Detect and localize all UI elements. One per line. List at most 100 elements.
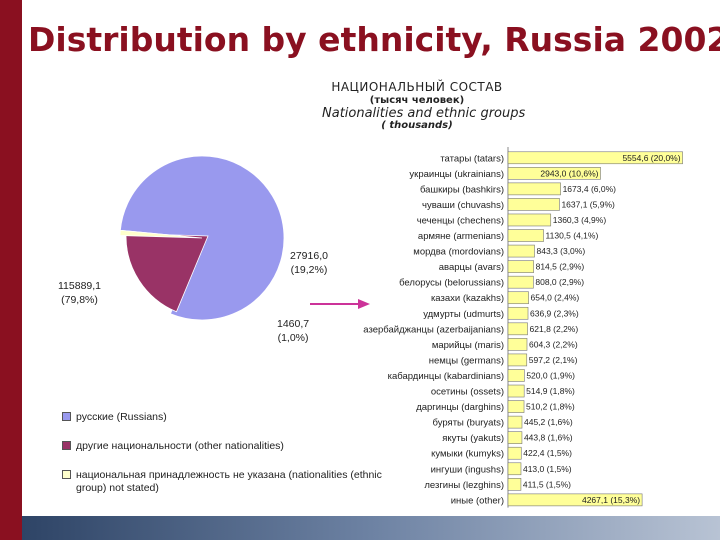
bar-category-label-18: якуты (yakuts) (442, 433, 504, 444)
bar-value-label-7: 814,5 (2,9%) (536, 262, 585, 272)
bar-7 (507, 260, 534, 273)
legend-swatch-other (62, 441, 71, 450)
pie-label-not-stated: 1460,7 (1,0%) (277, 317, 309, 345)
pie-percent-russians: (79,8%) (61, 294, 98, 306)
legend-item-not-stated: национальная принадлежность не указана (… (62, 469, 392, 495)
pie-label-russians: 115889,1 (79,8%) (58, 279, 101, 307)
bar-category-label-1: украинцы (ukrainians) (409, 169, 504, 180)
bar-value-label-21: 411,5 (1,5%) (523, 479, 571, 489)
bar-value-label-5: 1130,5 (4,1%) (546, 231, 599, 241)
legend-label-not-stated: национальная принадлежность не указана (… (76, 469, 382, 494)
bar-value-label-19: 422,4 (1,5%) (523, 448, 572, 458)
bar-category-label-7: аварцы (avars) (439, 262, 504, 273)
bar-9 (507, 291, 529, 305)
left-accent-bar (0, 0, 22, 540)
bottom-gradient-bar (22, 516, 720, 540)
bar-category-label-16: даргинцы (darghins) (416, 402, 504, 413)
bar-category-label-2: башкиры (bashkirs) (420, 184, 504, 195)
bar-value-label-4: 1360,3 (4,9%) (553, 215, 607, 225)
bar-category-label-6: мордва (mordovians) (413, 247, 504, 258)
bar-category-label-11: азербайджанцы (azerbaijanians) (363, 324, 504, 335)
bar-value-label-3: 1637,1 (5,9%) (561, 199, 615, 209)
bar-value-label-17: 445,2 (1,6%) (524, 417, 573, 427)
bar-category-label-15: осетины (ossets) (431, 387, 504, 398)
legend-label-russians: русские (Russians) (76, 411, 167, 423)
bar-1 (507, 167, 601, 180)
bar-18 (507, 431, 523, 444)
bar-4 (507, 213, 552, 227)
bar-value-label-11: 621,8 (2,2%) (530, 324, 579, 334)
chart-canvas: татары (tatars) 5554,6 (20,0%) украинцы (u… (119, 147, 683, 508)
legend-item-russians: русские (Russians) (62, 411, 392, 424)
bar-6 (507, 244, 535, 258)
pie-legend: русские (Russians) другие национальности… (62, 411, 392, 511)
bar-3 (507, 198, 560, 211)
bar-category-label-9: казахи (kazakhs) (431, 293, 504, 304)
bar-category-label-3: чуваши (chuvashs) (422, 200, 504, 211)
bar-value-label-14: 520,0 (1,9%) (526, 370, 575, 380)
bar-value-label-10: 636,9 (2,3%) (530, 308, 579, 318)
bar-11 (507, 322, 528, 336)
bar-10 (507, 306, 529, 320)
bar-22 (507, 493, 643, 507)
chart-header-en-sub: ( thousands) (381, 120, 453, 131)
chart-header-en: Nationalities and ethnic groups (322, 106, 526, 121)
pie-percent-not-stated: (1,0%) (277, 332, 309, 344)
slide-title: Distribution by ethnicity, Russia 2002 (28, 20, 720, 59)
chart-header-ru: НАЦИОНАЛЬНЫЙ СОСТАВ (331, 80, 503, 94)
bar-20 (507, 462, 522, 476)
bar-14 (507, 369, 525, 382)
bar-value-label-20: 413,0 (1,5%) (523, 464, 572, 474)
bar-category-label-21: лезгины (lezghins) (424, 480, 504, 491)
bar-category-label-22: иные (other) (451, 495, 504, 506)
bar-category-label-4: чеченцы (chechens) (417, 215, 504, 226)
legend-item-other: другие национальности (other nationaliti… (62, 440, 392, 453)
bar-category-label-20: ингуши (ingushs) (431, 464, 504, 475)
legend-label-other: другие национальности (other nationaliti… (76, 440, 284, 452)
pie-percent-other: (19,2%) (290, 264, 328, 276)
bar-category-label-5: армяне (armenians) (418, 231, 504, 242)
chart-area: татары (tatars) 5554,6 (20,0%) украинцы (u… (22, 78, 720, 516)
bar-value-label-22: 4267,1 (15,3%) (582, 495, 640, 505)
bar-15 (507, 384, 525, 398)
bar-value-label-2: 1673,4 (6,0%) (563, 184, 617, 194)
bar-value-label-8: 808,0 (2,9%) (535, 277, 584, 287)
bar-value-label-15: 514,9 (1,8%) (526, 386, 575, 396)
bar-category-label-13: немцы (germans) (429, 355, 504, 366)
bar-value-label-16: 510,2 (1,8%) (526, 402, 575, 412)
bar-category-label-14: кабардинцы (kabardinians) (388, 371, 504, 382)
pie-slice-not-stated (119, 229, 203, 239)
pie-value-russians: 115889,1 (58, 280, 102, 292)
bar-17 (507, 415, 523, 429)
chart-header-ru-sub: (тысяч человек) (369, 95, 465, 106)
pie-label-other: 27916,0 (19,2%) (290, 249, 328, 277)
bar-19 (507, 446, 522, 460)
bar-12 (507, 338, 528, 351)
pie-slice-other (125, 233, 209, 313)
bar-value-label-12: 604,3 (2,2%) (529, 339, 578, 349)
bar-category-label-19: кумыки (kumyks) (431, 449, 504, 460)
bar-category-label-12: марийцы (maris) (432, 340, 504, 351)
bar-category-label-8: белорусы (belorussians) (399, 278, 504, 289)
bar-8 (507, 275, 534, 289)
arrow-head (358, 299, 370, 309)
bar-value-label-18: 443,8 (1,6%) (524, 433, 573, 443)
bar-5 (507, 229, 544, 242)
legend-swatch-russians (62, 412, 71, 421)
bar-0 (507, 151, 683, 165)
bar-value-label-13: 597,2 (2,1%) (529, 355, 578, 365)
bar-category-label-0: татары (tatars) (440, 153, 504, 164)
bar-value-label-9: 654,0 (2,4%) (531, 293, 580, 303)
pie-value-other: 27916,0 (290, 250, 328, 262)
legend-swatch-not-stated (62, 470, 71, 479)
bar-category-label-17: буряты (buryats) (433, 418, 505, 429)
bar-21 (507, 478, 522, 491)
bar-2 (507, 182, 561, 196)
pie-value-not-stated: 1460,7 (277, 318, 310, 330)
bar-value-label-6: 843,3 (3,0%) (537, 246, 586, 256)
bar-value-label-1: 2943,0 (10,6%) (540, 168, 598, 178)
bar-16 (507, 400, 525, 413)
bar-value-label-0: 5554,6 (20,0%) (622, 153, 680, 163)
bar-category-label-10: удмурты (udmurts) (423, 309, 504, 320)
bar-13 (507, 353, 528, 367)
